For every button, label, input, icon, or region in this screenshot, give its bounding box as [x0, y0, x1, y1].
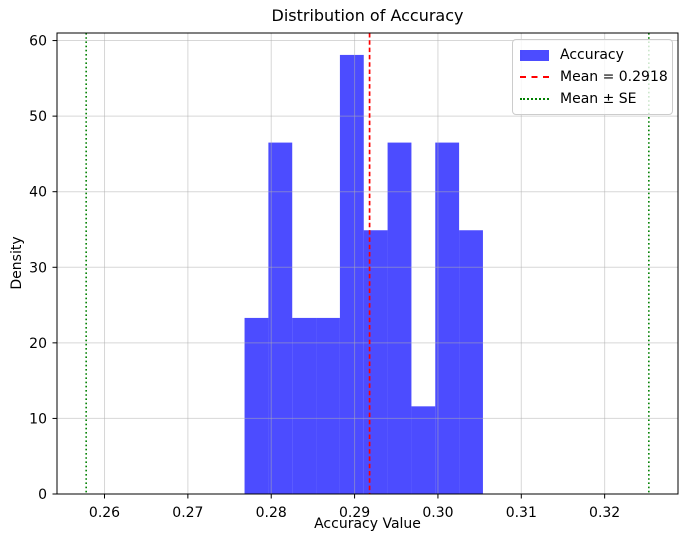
x-axis-label: Accuracy Value — [314, 516, 421, 532]
y-tick-label: 60 — [29, 34, 47, 50]
legend: Accuracy Mean = 0.2918 Mean ± SE — [512, 39, 673, 115]
histogram-bar — [316, 317, 340, 494]
x-tick-label: 0.29 — [339, 505, 370, 521]
y-axis-label: Density — [9, 236, 25, 290]
y-tick-label: 10 — [29, 411, 47, 427]
histogram-bar — [339, 54, 364, 495]
y-tick-label: 0 — [38, 487, 47, 503]
histogram-bar — [363, 230, 388, 494]
x-tick-label: 0.28 — [256, 505, 287, 521]
histogram-bar — [459, 230, 483, 494]
x-tick-label: 0.26 — [89, 505, 120, 521]
legend-entry: Accuracy — [520, 46, 665, 64]
legend-entry: Mean ± SE — [520, 90, 665, 108]
chart-title: Distribution of Accuracy — [271, 6, 464, 25]
y-tick-label: 50 — [29, 109, 47, 125]
x-tick-label: 0.31 — [506, 505, 537, 521]
legend-dotted-line-marker — [520, 98, 549, 100]
legend-label: Mean = 0.2918 — [560, 69, 668, 85]
y-tick-label: 40 — [29, 185, 47, 201]
histogram-bar — [268, 142, 293, 494]
legend-label: Accuracy — [560, 47, 624, 63]
histogram-bar — [292, 317, 317, 494]
legend-patch-marker — [520, 49, 549, 61]
legend-entry: Mean = 0.2918 — [520, 68, 668, 86]
x-tick-label: 0.27 — [172, 505, 203, 521]
histogram-bar — [387, 142, 412, 494]
y-tick-label: 20 — [29, 336, 47, 352]
x-tick-label: 0.30 — [422, 505, 453, 521]
histogram-bar — [435, 142, 460, 494]
legend-dashed-line-marker — [520, 76, 549, 78]
legend-label: Mean ± SE — [560, 91, 637, 107]
histogram-bar — [244, 317, 269, 494]
axes-spines — [56, 32, 679, 495]
x-tick-label: 0.32 — [589, 505, 620, 521]
y-tick-label: 30 — [29, 260, 47, 276]
histogram-bar — [411, 406, 436, 494]
